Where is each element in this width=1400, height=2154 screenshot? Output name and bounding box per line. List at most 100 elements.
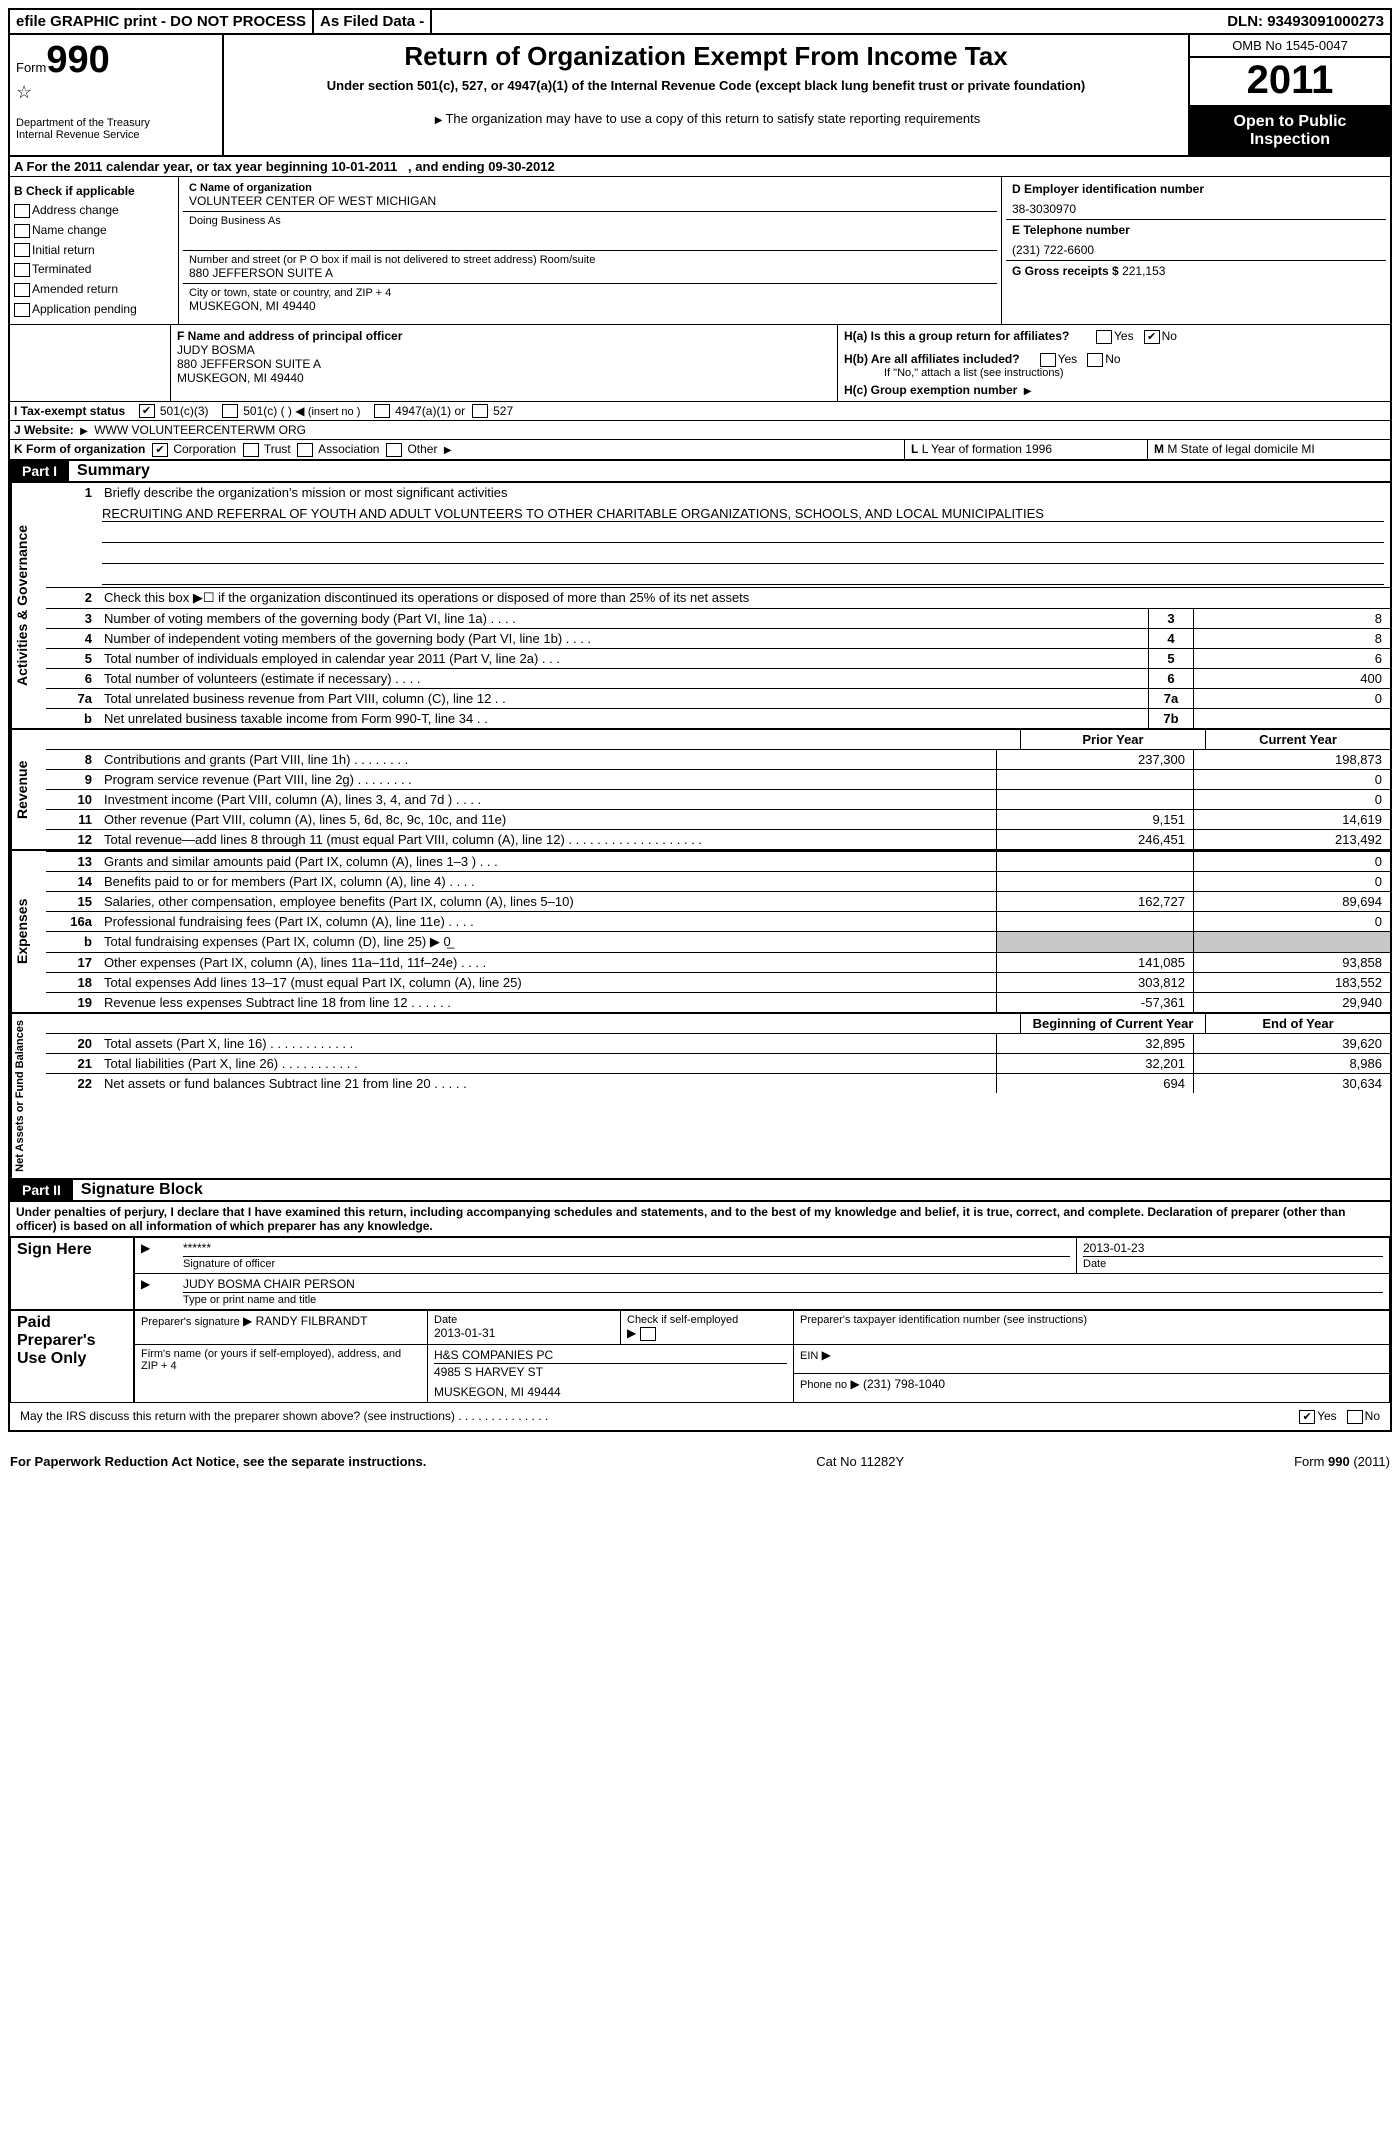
summary-line-b: bTotal fundraising expenses (Part IX, co… [46,931,1390,952]
sign-here-label: Sign Here [11,1238,135,1310]
section-bcd: B Check if applicable Address change Nam… [10,177,1390,325]
officer-name-label: Type or print name and title [183,1294,1383,1306]
website-url: WWW VOLUNTEERCENTERWM ORG [94,423,306,437]
cb-app-pending[interactable]: Application pending [14,302,174,317]
ha-row: H(a) Is this a group return for affiliat… [844,329,1384,344]
prep-date: 2013-01-31 [434,1326,614,1340]
part2-header: Part II Signature Block [10,1180,1390,1202]
ha-yes[interactable] [1096,330,1112,344]
ha-label: H(a) Is this a group return for affiliat… [844,329,1069,343]
cb-assoc[interactable] [297,443,313,457]
sign-here-block: Sign Here ▶ ****** Signature of officer … [10,1237,1390,1310]
summary-line-5: 5Total number of individuals employed in… [46,648,1390,668]
prep-sig-label: Preparer's signature [141,1316,240,1328]
self-emp-label: Check if self-employed [627,1314,787,1326]
officer-sig: ****** [183,1241,1070,1255]
open-to-public: Open to Public Inspection [1190,107,1390,155]
section-f: F Name and address of principal officer … [171,325,838,401]
summary-line-21: 21Total liabilities (Part X, line 26) . … [46,1053,1390,1073]
summary-line-3: 3Number of voting members of the governi… [46,608,1390,628]
street-row: Number and street (or P O box if mail is… [183,251,997,284]
summary-ag: Activities & Governance 1Briefly describ… [10,483,1390,730]
form-990-page: efile GRAPHIC print - DO NOT PROCESS As … [8,8,1392,1432]
section-i: I Tax-exempt status ✔ 501(c)(3) 501(c) (… [10,402,1390,422]
summary-line-15: 15Salaries, other compensation, employee… [46,891,1390,911]
footer-left: For Paperwork Reduction Act Notice, see … [10,1454,426,1469]
dln-label: DLN: [1227,13,1263,30]
cb-other[interactable] [386,443,402,457]
cb-501c[interactable] [222,404,238,418]
cb-address-change[interactable]: Address change [14,203,174,218]
section-j: J Website: WWW VOLUNTEERCENTERWM ORG [10,421,1390,440]
period-begin: A For the 2011 calendar year, or tax yea… [14,159,397,174]
irs-no[interactable] [1347,1410,1363,1424]
dept-treasury: Department of the Treasury [16,117,216,129]
summary-line-19: 19Revenue less expenses Subtract line 18… [46,992,1390,1012]
footer-mid: Cat No 11282Y [816,1454,904,1469]
efile-notice: efile GRAPHIC print - DO NOT PROCESS [10,10,314,33]
header-mid: Return of Organization Exempt From Incom… [224,35,1190,155]
hb-label: H(b) Are all affiliates included? [844,352,1020,366]
cb-name-change[interactable]: Name change [14,223,174,238]
form-title: Return of Organization Exempt From Incom… [232,41,1180,72]
officer-city: MUSKEGON, MI 49440 [177,371,831,385]
ha-no[interactable]: ✔ [1144,330,1160,344]
paid-preparer-label: Paid Preparer's Use Only [11,1311,135,1403]
phone-value: (231) 722-6600 [1012,243,1380,257]
irs-yes[interactable]: ✔ [1299,1410,1315,1424]
summary-line-b: bNet unrelated business taxable income f… [46,708,1390,728]
summary-line-18: 18Total expenses Add lines 13–17 (must e… [46,972,1390,992]
line2: Check this box ▶☐ if the organization di… [98,588,1390,608]
summary-line-22: 22Net assets or fund balances Subtract l… [46,1073,1390,1093]
footer-right: Form 990 (2011) [1294,1454,1390,1469]
vlabel-exp: Expenses [10,851,46,1012]
officer-sig-label: Signature of officer [183,1258,1070,1270]
city-row: City or town, state or country, and ZIP … [183,284,997,316]
summary-line-9: 9Program service revenue (Part VIII, lin… [46,769,1390,789]
summary-line-17: 17Other expenses (Part IX, column (A), l… [46,952,1390,972]
dba-row: Doing Business As [183,212,997,251]
org-name-label: C Name of organization [189,182,991,194]
col-prior-year: Prior Year [1020,730,1205,749]
col-end-year: End of Year [1205,1014,1390,1033]
form-subtitle-1: Under section 501(c), 527, or 4947(a)(1)… [232,78,1180,93]
header-right: OMB No 1545-0047 2011 Open to Public Ins… [1190,35,1390,155]
gross-label: G Gross receipts $ [1012,264,1119,278]
dln-value: 93493091000273 [1267,13,1384,30]
irs-label: Internal Revenue Service [16,129,216,141]
section-d: D Employer identification number 38-3030… [1002,177,1390,324]
form-num: 990 [46,39,109,81]
form-number: Form990 [16,39,216,82]
tax-year: 2011 [1190,58,1390,107]
section-a-period: A For the 2011 calendar year, or tax yea… [10,157,1390,177]
cb-terminated[interactable]: Terminated [14,262,174,277]
ein-row: D Employer identification number 38-3030… [1006,179,1386,220]
summary-line-4: 4Number of independent voting members of… [46,628,1390,648]
cb-self-employed[interactable] [640,1327,656,1341]
part1-badge: Part I [10,461,69,481]
hc-row: H(c) Group exemption number [844,383,1384,397]
firm-addr2: MUSKEGON, MI 49444 [434,1385,787,1399]
cb-527[interactable] [472,404,488,418]
cb-corp[interactable]: ✔ [152,443,168,457]
cb-initial-return[interactable]: Initial return [14,243,174,258]
cb-4947[interactable] [374,404,390,418]
summary-na: Net Assets or Fund Balances Beginning of… [10,1014,1390,1180]
hb-no[interactable] [1087,353,1103,367]
header-left: Form990 ☆ Department of the Treasury Int… [10,35,224,155]
officer-street: 880 JEFFERSON SUITE A [177,357,831,371]
sign-date-label: Date [1083,1258,1383,1270]
cb-trust[interactable] [243,443,259,457]
summary-line-14: 14Benefits paid to or for members (Part … [46,871,1390,891]
hb-yes[interactable] [1040,353,1056,367]
col-begin-year: Beginning of Current Year [1020,1014,1205,1033]
org-name-row: C Name of organization VOLUNTEER CENTER … [183,179,997,212]
form-subtitle-2: The organization may have to use a copy … [232,111,1180,126]
cb-501c3[interactable]: ✔ [139,404,155,418]
top-bar: efile GRAPHIC print - DO NOT PROCESS As … [10,10,1390,35]
omb-number: OMB No 1545-0047 [1190,35,1390,58]
cb-amended[interactable]: Amended return [14,282,174,297]
tax-status-label: I Tax-exempt status [14,404,125,418]
street-label: Number and street (or P O box if mail is… [189,254,991,266]
irs-discuss-q: May the IRS discuss this return with the… [16,1407,1295,1426]
